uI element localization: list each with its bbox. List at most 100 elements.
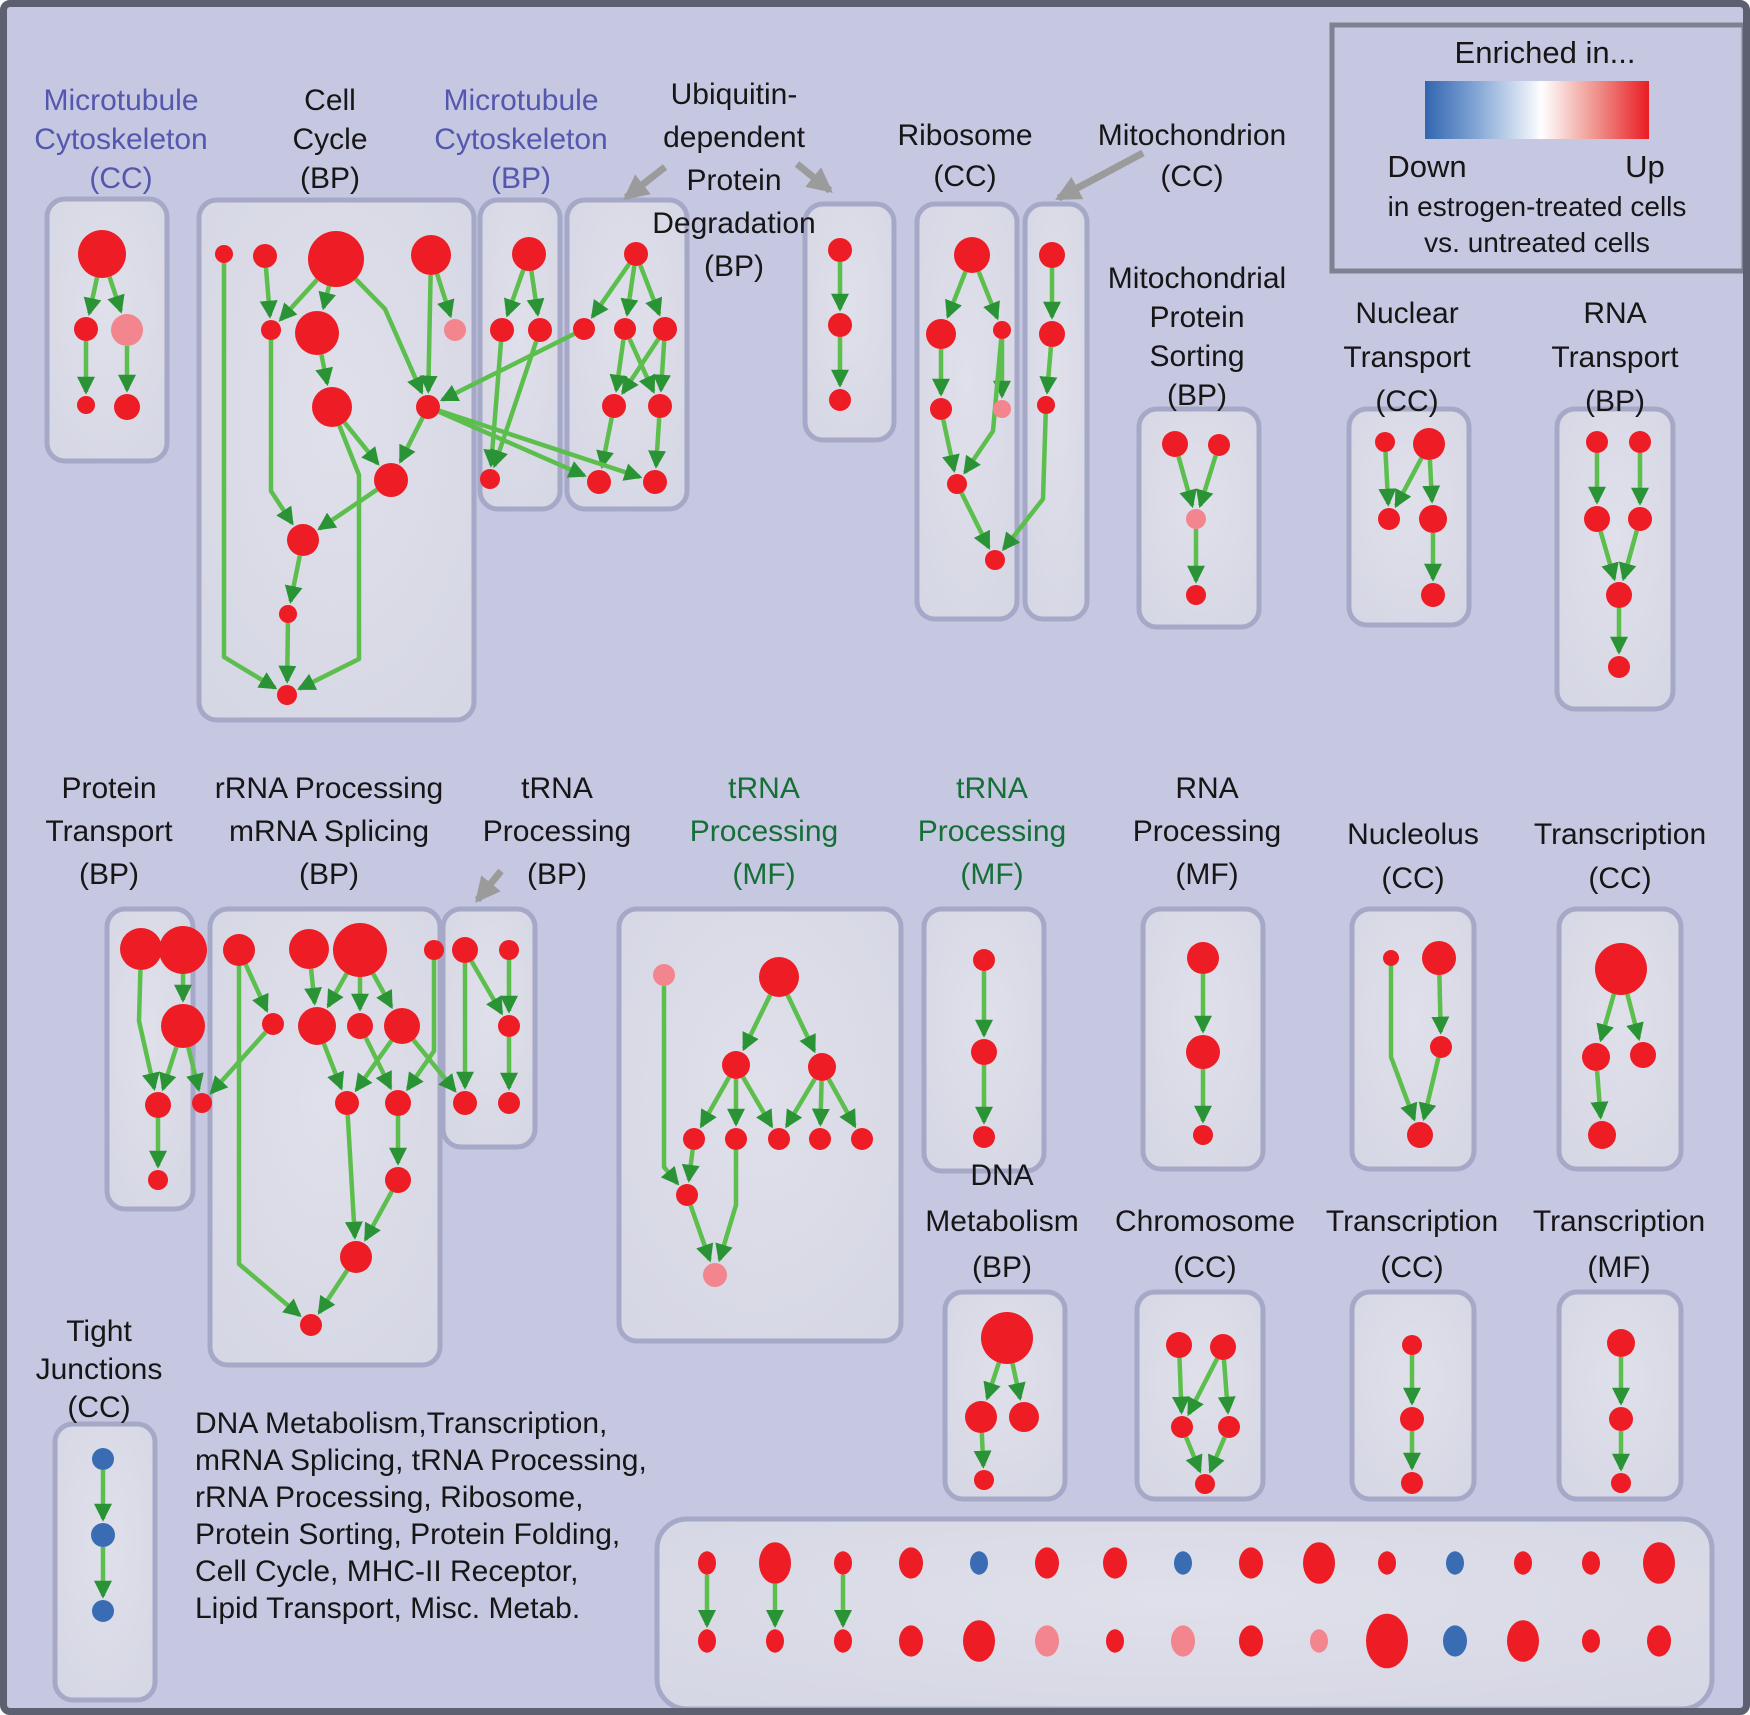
edge-rrna-processing-mrna-splicing-bp-12 — [363, 1190, 394, 1242]
go-term-node-cell-cycle-bp-6 — [444, 319, 466, 341]
go-term-node-trna-processing-bp-1 — [499, 940, 519, 960]
edge-protein-transport-bp-0 — [136, 969, 160, 1092]
go-term-node-trna-processing-mf-1-0 — [653, 964, 675, 986]
go-term-node-ubiquitin-degradation-bp-3 — [653, 317, 677, 341]
edge-mitochondrial-protein-sorting-bp-0 — [1176, 455, 1197, 509]
go-term-node-shared-terms-9 — [1303, 1542, 1335, 1584]
edge-rrna-processing-mrna-splicing-bp-5 — [371, 972, 394, 1010]
go-term-node-ubiquitin-degradation-bp-0 — [624, 242, 648, 266]
network-canvas — [44, 22, 1743, 1708]
edge-nuclear-transport-cc-2 — [1422, 459, 1441, 504]
go-term-node-transcription-cc-2-1 — [1582, 1043, 1610, 1071]
go-term-node-shared-terms-2 — [834, 1551, 852, 1575]
edge-microtubule-cytoskeleton-cc-1 — [107, 276, 125, 314]
go-term-node-transcription-cc-3-0 — [1402, 1335, 1422, 1355]
edge-cell-cycle-bp-9 — [398, 416, 425, 464]
go-term-node-microtubule-cytoskeleton-bp-3 — [480, 469, 500, 489]
go-term-node-mitochondrion-cc-2 — [1037, 396, 1055, 414]
go-term-node-trna-processing-mf-1-3 — [808, 1053, 836, 1081]
edge-ribosome-cc-6 — [959, 491, 991, 550]
go-term-node-microtubule-cytoskeleton-cc-4 — [114, 394, 140, 420]
go-term-node-rrna-processing-mrna-splicing-bp-2 — [333, 923, 387, 977]
go-term-node-shared-terms-11 — [1446, 1551, 1464, 1575]
go-term-node-trna-processing-mf-1-7 — [809, 1128, 831, 1150]
go-term-node-rrna-processing-mrna-splicing-bp-8 — [335, 1091, 359, 1115]
edge-trna-processing-mf-1-8 — [660, 986, 680, 1186]
go-term-node-trna-processing-mf-1-2 — [722, 1051, 750, 1079]
go-term-node-rna-transport-bp-2 — [1584, 506, 1610, 532]
go-term-node-ubiquitin-degradation-bp-4 — [602, 394, 626, 418]
go-term-node-shared-terms-20 — [1035, 1625, 1059, 1657]
go-term-node-rrna-processing-mrna-splicing-bp-12 — [300, 1314, 322, 1336]
edge-mitochondrion-cc-1 — [1039, 346, 1058, 395]
edge-cell-cycle-bp-7 — [315, 354, 334, 387]
edge-ribosome-cc-4 — [941, 419, 960, 473]
go-term-node-rrna-processing-mrna-splicing-bp-0 — [223, 934, 255, 966]
go-term-node-shared-terms-25 — [1366, 1613, 1408, 1669]
ubiquitin-degradation-arrow-left — [623, 164, 668, 201]
go-term-node-tight-junctions-cc-1 — [91, 1523, 115, 1547]
cluster-box-transcription-cc-2 — [1556, 906, 1684, 1172]
edge-ribosome-cc-1 — [976, 270, 1000, 321]
cross-edge-3 — [1001, 413, 1048, 552]
go-term-node-protein-transport-bp-4 — [192, 1093, 212, 1113]
go-term-node-cell-cycle-bp-1 — [253, 244, 277, 268]
go-term-node-cell-cycle-bp-9 — [374, 463, 408, 497]
edge-trna-processing-mf-1-7 — [826, 1078, 857, 1129]
cross-edge-0 — [439, 331, 576, 402]
edge-microtubule-cytoskeleton-bp-2 — [483, 341, 504, 468]
edge-cell-cycle-bp-5 — [434, 273, 455, 319]
go-term-node-nuclear-transport-cc-2 — [1378, 508, 1400, 530]
edge-ribosome-cc-5 — [963, 338, 1004, 475]
go-term-node-shared-terms-6 — [1103, 1547, 1127, 1579]
edge-cell-cycle-bp-12 — [284, 555, 303, 604]
go-term-node-shared-terms-12 — [1514, 1551, 1532, 1575]
go-term-node-ubiquitin-degradation-bp-2-1 — [828, 313, 852, 337]
go-term-node-rrna-processing-mrna-splicing-bp-4 — [262, 1013, 284, 1035]
edge-rrna-processing-mrna-splicing-bp-9 — [363, 1036, 393, 1091]
cluster-box-nuclear-transport-cc — [1346, 406, 1472, 628]
edge-rna-transport-bp-3 — [1618, 529, 1639, 582]
go-term-node-rna-transport-bp-0 — [1586, 431, 1608, 453]
go-term-node-cell-cycle-bp-7 — [312, 387, 352, 427]
go-term-node-trna-processing-mf-1-8 — [851, 1128, 873, 1150]
edge-protein-transport-bp-3 — [186, 1046, 204, 1093]
nodes-layer — [74, 230, 1675, 1669]
legend-colormap-bar — [1425, 81, 1649, 139]
go-term-node-ubiquitin-degradation-bp-2-2 — [829, 389, 851, 411]
go-term-node-shared-terms-7 — [1174, 1551, 1192, 1575]
go-term-node-cell-cycle-bp-11 — [279, 605, 297, 623]
go-term-node-shared-terms-18 — [899, 1625, 923, 1657]
go-term-node-shared-terms-23 — [1239, 1625, 1263, 1657]
mitochondrion-arrow — [1055, 149, 1145, 202]
go-term-node-shared-terms-3 — [899, 1547, 923, 1579]
go-term-node-ubiquitin-degradation-bp-2-0 — [828, 238, 852, 262]
edge-trna-processing-mf-1-0 — [741, 994, 773, 1052]
go-term-node-dna-metabolism-bp-1 — [965, 1401, 997, 1433]
go-term-node-rrna-processing-mrna-splicing-bp-11 — [340, 1241, 372, 1273]
edge-dna-metabolism-bp-2 — [973, 1432, 992, 1469]
go-term-node-nuclear-transport-cc-3 — [1419, 505, 1447, 533]
go-term-node-ribosome-cc-3 — [930, 398, 952, 420]
go-term-node-microtubule-cytoskeleton-bp-0 — [512, 237, 546, 271]
edge-trna-processing-mf-1-1 — [785, 994, 817, 1054]
legend-graphics-layer — [1329, 22, 1743, 274]
go-term-node-shared-terms-27 — [1507, 1620, 1539, 1662]
edge-rrna-processing-mrna-splicing-bp-10 — [344, 1114, 363, 1240]
go-term-node-ribosome-cc-5 — [947, 474, 967, 494]
go-term-node-microtubule-cytoskeleton-bp-1 — [490, 318, 514, 342]
go-term-node-mitochondrion-cc-0 — [1039, 242, 1065, 268]
go-term-node-microtubule-cytoskeleton-cc-2 — [111, 314, 143, 346]
edge-ubiquitin-degradation-bp-1 — [620, 265, 639, 317]
go-term-node-microtubule-cytoskeleton-bp-2 — [528, 318, 552, 342]
go-term-node-shared-terms-14 — [1643, 1542, 1675, 1584]
go-term-node-chromosome-cc-4 — [1195, 1474, 1215, 1494]
edge-microtubule-cytoskeleton-bp-3 — [490, 340, 539, 469]
go-term-node-nucleolus-cc-0 — [1383, 950, 1399, 966]
go-term-node-cell-cycle-bp-4 — [261, 320, 281, 340]
edge-ubiquitin-degradation-bp-8 — [648, 417, 667, 469]
edge-transcription-cc-2-0 — [1596, 993, 1617, 1043]
go-term-node-cell-cycle-bp-3 — [411, 235, 451, 275]
go-term-node-rrna-processing-mrna-splicing-bp-9 — [385, 1090, 411, 1116]
edge-nuclear-transport-cc-0 — [1378, 451, 1397, 507]
